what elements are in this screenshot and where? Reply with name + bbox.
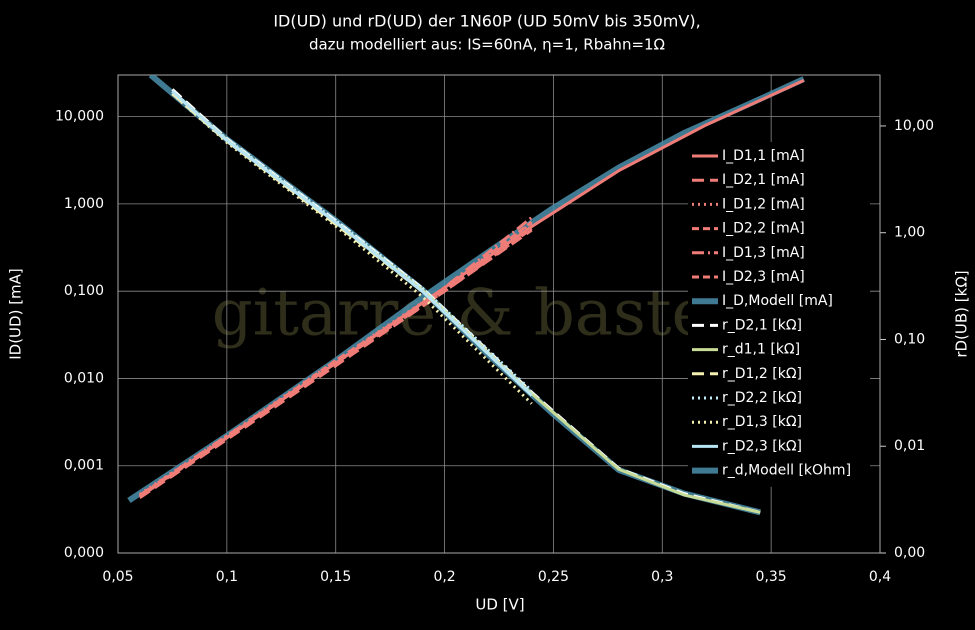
x-axis-label: UD [V] xyxy=(475,596,524,614)
x-tick-label: 0,2 xyxy=(433,569,455,585)
legend-label: I_D1,1 [mA] xyxy=(722,148,805,164)
x-tick-label: 0,1 xyxy=(216,569,238,585)
legend-label: r_D2,1 [kΩ] xyxy=(722,317,802,333)
legend-label: I_D1,3 [mA] xyxy=(722,245,805,261)
y-tick-label: 0,010 xyxy=(64,370,104,386)
chart-title: ID(UD) und rD(UD) der 1N60P (UD 50mV bis… xyxy=(273,12,700,31)
y-tick-label: 10,000 xyxy=(55,109,104,125)
legend-label: r_d1,1 [kΩ] xyxy=(722,342,800,358)
legend-label: r_D2,3 [kΩ] xyxy=(722,438,802,454)
legend-label: I_D2,1 [mA] xyxy=(722,172,805,188)
x-tick-label: 0,15 xyxy=(320,569,351,585)
y-tick-label: 1,000 xyxy=(64,196,104,212)
series-line xyxy=(138,228,533,499)
chart-subtitle: dazu modelliert aus: IS=60nA, η=1, Rbahn… xyxy=(309,36,665,54)
legend-box xyxy=(688,142,870,487)
x-tick-label: 0,4 xyxy=(869,569,891,585)
legend-label: r_D1,3 [kΩ] xyxy=(722,414,802,430)
series-line xyxy=(171,90,533,397)
y-axis-label: ID(UD) [mA] xyxy=(7,268,25,360)
y2-tick-label: 1,00 xyxy=(894,225,925,241)
x-tick-label: 0,3 xyxy=(651,569,673,585)
y2-tick-label: 0,10 xyxy=(894,331,925,347)
plot-border xyxy=(117,74,881,554)
y2-tick-label: 10,00 xyxy=(894,118,934,134)
series-line xyxy=(171,92,533,405)
y-tick-label: 0,000 xyxy=(64,545,104,561)
legend-label: I_D,Modell [mA] xyxy=(722,293,833,309)
y-tick-label: 0,100 xyxy=(64,283,104,299)
y-tick-label: 0,001 xyxy=(64,458,104,474)
legend-label: r_D2,2 [kΩ] xyxy=(722,390,802,406)
x-tick-label: 0,35 xyxy=(756,569,787,585)
y2-tick-label: 0,00 xyxy=(894,545,925,561)
y2-axis-label: rD(UB) [kΩ] xyxy=(953,270,971,357)
legend-label: I_D1,2 [mA] xyxy=(722,196,805,212)
x-tick-label: 0,25 xyxy=(538,569,569,585)
legend-label: r_D1,2 [kΩ] xyxy=(722,366,802,382)
series-line xyxy=(138,220,533,498)
legend-label: I_D2,2 [mA] xyxy=(722,221,805,237)
legend-label: I_D2,3 [mA] xyxy=(722,269,805,285)
y2-tick-label: 0,01 xyxy=(894,438,925,454)
x-tick-label: 0,05 xyxy=(102,569,133,585)
legend-label: r_d,Modell [kOhm] xyxy=(722,463,851,479)
